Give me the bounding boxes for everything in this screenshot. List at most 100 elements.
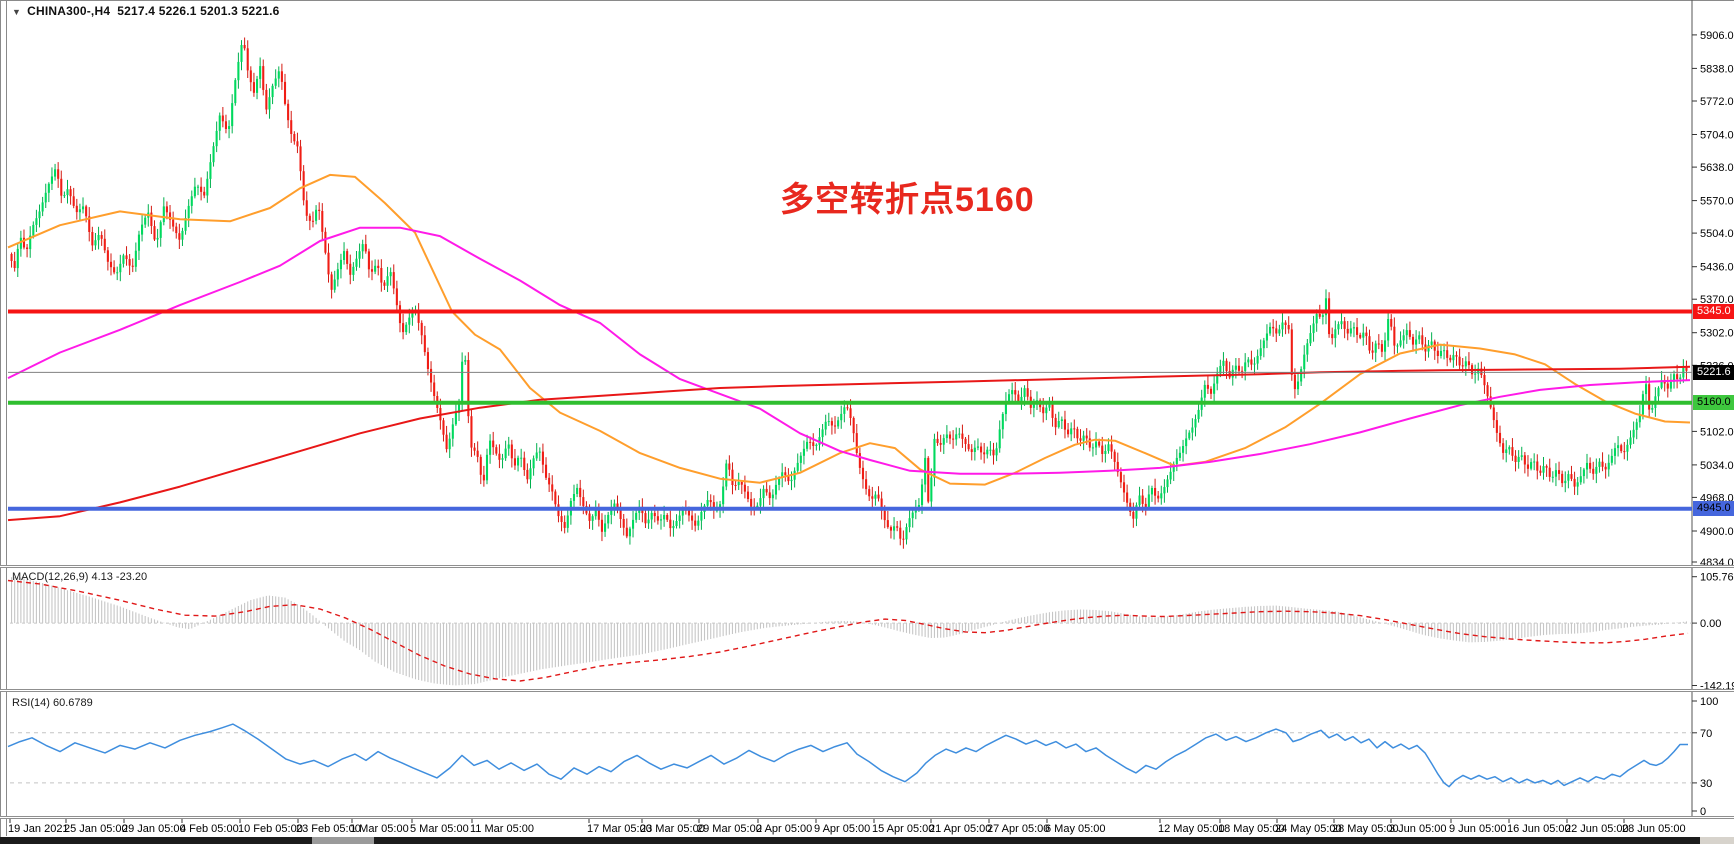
candle-body — [383, 282, 386, 286]
candle-body — [945, 434, 948, 439]
window-left-inner-border — [6, 0, 7, 836]
candle-body — [1393, 326, 1396, 346]
macd-axis-label: 105.76 — [1700, 572, 1734, 584]
candle-body — [1119, 472, 1122, 483]
candle-body — [734, 485, 737, 486]
candle-body — [886, 520, 889, 528]
candle-body — [1626, 444, 1629, 452]
candle-body — [778, 477, 781, 485]
candle-body — [1262, 340, 1265, 349]
candle-body — [1359, 334, 1362, 338]
panel-divider-rsi[interactable] — [0, 689, 1734, 692]
candle-body — [106, 250, 109, 262]
candle-body — [1150, 488, 1154, 495]
price-tag-5345.0[interactable]: 5345.0 — [1693, 304, 1734, 319]
candle-body — [370, 269, 374, 272]
panel-divider-macd[interactable] — [0, 565, 1734, 568]
candle-body — [1132, 511, 1135, 519]
horizontal-scrollbar-thumb[interactable] — [312, 837, 374, 844]
candle-body — [1657, 387, 1660, 397]
candle-body — [529, 468, 532, 480]
candle-body — [94, 240, 97, 246]
candle-body — [448, 438, 451, 450]
time-axis-label: 25 Jan 05:00 — [64, 823, 128, 835]
candle-body — [32, 224, 35, 236]
chart-annotation-text[interactable]: 多空转折点5160 — [780, 181, 1035, 219]
candle-body — [961, 433, 964, 439]
candle-body — [228, 126, 231, 129]
candle-body — [1402, 335, 1405, 341]
candle-body — [756, 505, 759, 508]
candle-body — [442, 420, 445, 435]
candle-body — [827, 421, 830, 423]
candle-body — [771, 494, 774, 499]
rsi-axis-label: 100 — [1700, 696, 1718, 708]
candle-body — [1101, 445, 1104, 454]
candle-body — [936, 438, 939, 443]
candle-body — [616, 503, 619, 510]
candle-body — [849, 408, 852, 418]
candle-body — [75, 205, 78, 213]
candle-body — [60, 178, 63, 196]
candle-body — [538, 451, 541, 453]
candle-body — [1290, 329, 1293, 375]
horizontal-scrollbar[interactable] — [0, 837, 1700, 844]
candle-body — [1579, 476, 1582, 483]
candle-body — [1477, 368, 1480, 374]
candle-body — [613, 503, 616, 510]
price-axis-label: 5570.0 — [1700, 196, 1734, 208]
candle-body — [88, 216, 91, 232]
candle-body — [1427, 344, 1430, 352]
candle-body — [380, 268, 383, 283]
candle-body — [868, 489, 871, 497]
candle-body — [837, 420, 840, 427]
price-tag-5160.0[interactable]: 5160.0 — [1693, 395, 1734, 410]
candle-body — [333, 279, 336, 290]
candle-body — [840, 413, 843, 421]
candle-body — [470, 416, 473, 448]
candle-body — [1576, 482, 1579, 487]
candle-body — [1312, 323, 1315, 334]
candle-body — [293, 134, 296, 142]
candle-body — [85, 206, 88, 217]
candle-body — [1222, 360, 1225, 366]
candle-body — [1026, 388, 1029, 397]
candle-body — [1247, 359, 1250, 363]
candle-body — [1076, 428, 1079, 439]
price-tag-4945.0[interactable]: 4945.0 — [1693, 501, 1734, 516]
candle-body — [743, 484, 746, 492]
candle-body — [1331, 334, 1334, 339]
candle-body — [287, 103, 290, 121]
candle-body — [976, 446, 980, 448]
symbol-ohlc-text: CHINA300-,H4 5217.4 5226.1 5201.3 5221.6 — [27, 4, 280, 18]
candle-body — [206, 178, 209, 196]
candle-body — [504, 448, 507, 459]
candle-body — [1349, 328, 1352, 334]
candle-body — [63, 195, 66, 197]
candle-body — [395, 288, 398, 306]
candle-body — [187, 205, 190, 218]
candle-body — [1188, 432, 1191, 439]
candle-body — [899, 527, 902, 539]
candle-body — [16, 248, 19, 269]
candle-body — [1001, 414, 1004, 430]
candle-body — [349, 263, 352, 275]
candle-body — [165, 206, 168, 213]
price-tag-5221.6[interactable]: 5221.6 — [1693, 365, 1734, 380]
candle-body — [930, 477, 933, 502]
candle-body — [1237, 365, 1241, 371]
chevron-down-icon[interactable]: ▼ — [12, 7, 22, 17]
candle-body — [917, 505, 920, 509]
candle-body — [1530, 462, 1533, 469]
macd-signal-line — [7, 579, 1689, 682]
candle-body — [311, 220, 315, 222]
candle-body — [1141, 495, 1144, 504]
candle-body — [1063, 419, 1067, 430]
candle-body — [1054, 417, 1057, 428]
candle-body — [644, 513, 647, 524]
candle-body — [308, 215, 311, 221]
candle-body — [1390, 319, 1393, 327]
candle-body — [1526, 464, 1530, 469]
candle-body — [784, 472, 787, 476]
